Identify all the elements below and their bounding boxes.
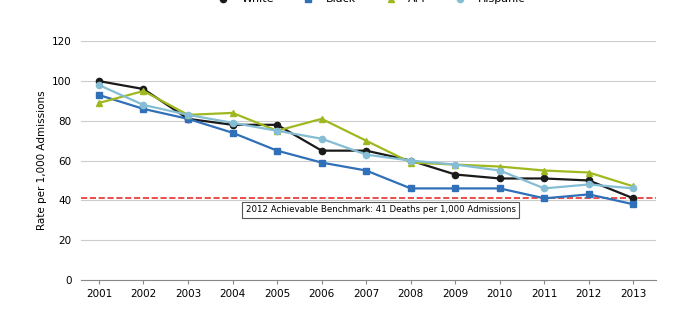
Hispanic <box>407 159 415 162</box>
White <box>585 178 593 182</box>
White <box>95 79 103 83</box>
White <box>228 123 237 127</box>
Hispanic <box>139 103 147 107</box>
Line: API: API <box>96 88 637 190</box>
White <box>273 123 281 127</box>
Black <box>318 161 326 164</box>
API <box>95 101 103 105</box>
Hispanic <box>318 137 326 141</box>
Hispanic <box>362 153 370 156</box>
Black <box>585 192 593 196</box>
Black <box>139 107 147 111</box>
Hispanic <box>273 129 281 133</box>
Black <box>228 131 237 135</box>
Hispanic <box>184 113 192 117</box>
Y-axis label: Rate per 1,000 Admissions: Rate per 1,000 Admissions <box>37 91 47 231</box>
White <box>496 176 504 180</box>
API <box>139 89 147 93</box>
Black <box>95 93 103 97</box>
Hispanic <box>95 83 103 87</box>
Text: 2012 Achievable Benchmark: 41 Deaths per 1,000 Admissions: 2012 Achievable Benchmark: 41 Deaths per… <box>246 205 516 214</box>
Line: Black: Black <box>96 92 637 207</box>
Black <box>496 186 504 190</box>
API <box>451 162 459 167</box>
Black <box>273 149 281 153</box>
White <box>540 176 548 180</box>
API <box>629 184 637 188</box>
Hispanic <box>629 186 637 190</box>
Black <box>184 117 192 121</box>
Hispanic <box>585 183 593 186</box>
Hispanic <box>496 169 504 172</box>
Line: Hispanic: Hispanic <box>96 82 637 191</box>
Line: White: White <box>96 78 637 202</box>
API <box>540 169 548 172</box>
Black <box>451 186 459 190</box>
API <box>496 165 504 169</box>
API <box>362 139 370 142</box>
White <box>139 87 147 91</box>
Hispanic <box>228 121 237 125</box>
Black <box>407 186 415 190</box>
White <box>407 159 415 162</box>
White <box>629 197 637 200</box>
API <box>318 117 326 121</box>
White <box>184 117 192 121</box>
White <box>451 173 459 176</box>
Hispanic <box>540 186 548 190</box>
Hispanic <box>451 162 459 167</box>
White <box>362 149 370 153</box>
Black <box>540 197 548 200</box>
API <box>407 161 415 164</box>
API <box>273 129 281 133</box>
White <box>318 149 326 153</box>
API <box>184 113 192 117</box>
Black <box>362 169 370 172</box>
API <box>585 170 593 174</box>
Black <box>629 202 637 206</box>
API <box>228 111 237 115</box>
Legend: White, Black, API, Hispanic: White, Black, API, Hispanic <box>211 0 526 4</box>
